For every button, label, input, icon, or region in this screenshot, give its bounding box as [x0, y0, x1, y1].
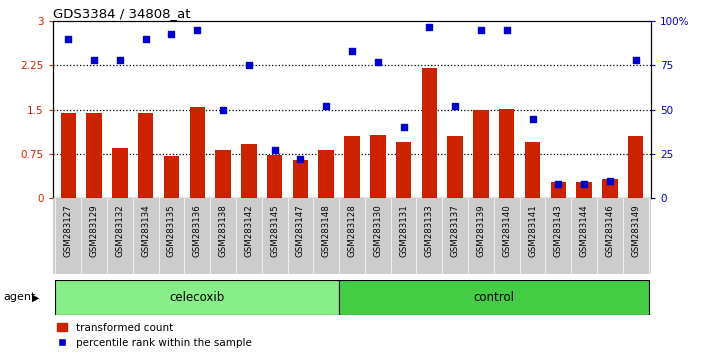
- Text: GSM283142: GSM283142: [244, 204, 253, 257]
- Point: [166, 31, 177, 36]
- Text: GSM283141: GSM283141: [528, 204, 537, 257]
- Text: GSM283127: GSM283127: [64, 204, 73, 257]
- Bar: [499, 109, 515, 198]
- Bar: [577, 182, 592, 198]
- Point: [630, 57, 641, 63]
- Bar: [138, 113, 153, 198]
- Point: [604, 178, 615, 183]
- Bar: [551, 182, 566, 198]
- Text: GSM283139: GSM283139: [477, 204, 486, 257]
- Bar: [318, 150, 334, 198]
- Text: ▶: ▶: [32, 292, 40, 302]
- Text: GSM283136: GSM283136: [193, 204, 202, 257]
- Text: GSM283134: GSM283134: [142, 204, 150, 257]
- Bar: [448, 136, 463, 198]
- Text: GSM283130: GSM283130: [373, 204, 382, 257]
- Bar: [344, 136, 360, 198]
- Text: GSM283140: GSM283140: [502, 204, 511, 257]
- Text: GSM283144: GSM283144: [579, 204, 589, 257]
- Bar: [339, 280, 648, 315]
- Bar: [241, 144, 256, 198]
- Point: [398, 125, 409, 130]
- Point: [140, 36, 151, 42]
- Text: GSM283131: GSM283131: [399, 204, 408, 257]
- Point: [527, 116, 538, 121]
- Point: [218, 107, 229, 113]
- Text: agent: agent: [4, 292, 36, 302]
- Point: [501, 27, 513, 33]
- Point: [243, 63, 254, 68]
- Bar: [370, 135, 386, 198]
- Point: [191, 27, 203, 33]
- Text: GSM283132: GSM283132: [115, 204, 125, 257]
- Text: GSM283146: GSM283146: [605, 204, 615, 257]
- Point: [89, 57, 100, 63]
- Point: [450, 103, 461, 109]
- Bar: [524, 142, 540, 198]
- Text: GSM283147: GSM283147: [296, 204, 305, 257]
- Point: [372, 59, 384, 65]
- Text: GSM283148: GSM283148: [322, 204, 331, 257]
- Bar: [112, 148, 127, 198]
- Text: control: control: [473, 291, 515, 304]
- Bar: [189, 107, 205, 198]
- Bar: [87, 113, 102, 198]
- Point: [295, 156, 306, 162]
- Point: [114, 57, 125, 63]
- Text: GSM283135: GSM283135: [167, 204, 176, 257]
- Bar: [396, 142, 411, 198]
- Point: [579, 181, 590, 187]
- Text: GSM283133: GSM283133: [425, 204, 434, 257]
- Bar: [164, 156, 180, 198]
- Bar: [267, 155, 282, 198]
- Legend: transformed count, percentile rank within the sample: transformed count, percentile rank withi…: [53, 319, 256, 352]
- Bar: [293, 160, 308, 198]
- Bar: [215, 150, 231, 198]
- Point: [553, 181, 564, 187]
- Text: celecoxib: celecoxib: [170, 291, 225, 304]
- Text: GSM283149: GSM283149: [631, 204, 640, 257]
- Bar: [61, 113, 76, 198]
- Text: GDS3384 / 34808_at: GDS3384 / 34808_at: [53, 7, 190, 20]
- Bar: [602, 179, 617, 198]
- Bar: [473, 110, 489, 198]
- Text: GSM283143: GSM283143: [554, 204, 562, 257]
- Text: GSM283137: GSM283137: [451, 204, 460, 257]
- Point: [475, 27, 486, 33]
- Bar: [422, 68, 437, 198]
- Bar: [628, 136, 643, 198]
- Text: GSM283128: GSM283128: [348, 204, 356, 257]
- Point: [346, 48, 358, 54]
- Point: [424, 24, 435, 29]
- Text: GSM283129: GSM283129: [89, 204, 99, 257]
- Point: [269, 148, 280, 153]
- Bar: [56, 280, 339, 315]
- Text: GSM283138: GSM283138: [218, 204, 227, 257]
- Text: GSM283145: GSM283145: [270, 204, 279, 257]
- Point: [320, 103, 332, 109]
- Point: [63, 36, 74, 42]
